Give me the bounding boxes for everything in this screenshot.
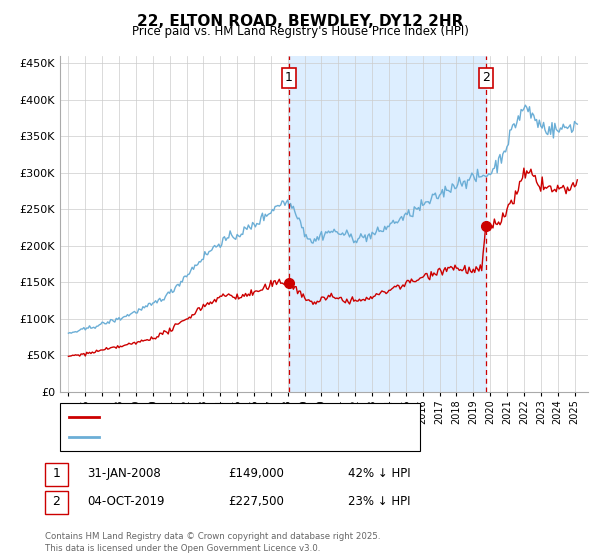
- Text: £227,500: £227,500: [228, 494, 284, 508]
- Text: 22, ELTON ROAD, BEWDLEY, DY12 2HR: 22, ELTON ROAD, BEWDLEY, DY12 2HR: [137, 14, 463, 29]
- Text: £149,000: £149,000: [228, 466, 284, 480]
- Text: 22, ELTON ROAD, BEWDLEY, DY12 2HR (detached house): 22, ELTON ROAD, BEWDLEY, DY12 2HR (detac…: [105, 412, 417, 422]
- Bar: [289, 56, 486, 392]
- Text: 42% ↓ HPI: 42% ↓ HPI: [348, 466, 410, 480]
- Text: 2: 2: [482, 72, 490, 85]
- Text: 23% ↓ HPI: 23% ↓ HPI: [348, 494, 410, 508]
- Text: Price paid vs. HM Land Registry's House Price Index (HPI): Price paid vs. HM Land Registry's House …: [131, 25, 469, 38]
- Text: 04-OCT-2019: 04-OCT-2019: [87, 494, 164, 508]
- Text: 1: 1: [285, 72, 293, 85]
- Text: HPI: Average price, detached house, Wyre Forest: HPI: Average price, detached house, Wyre…: [105, 432, 373, 442]
- Text: Contains HM Land Registry data © Crown copyright and database right 2025.
This d: Contains HM Land Registry data © Crown c…: [45, 533, 380, 553]
- Text: 31-JAN-2008: 31-JAN-2008: [87, 466, 161, 480]
- Text: 2: 2: [52, 494, 61, 508]
- Text: 1: 1: [52, 466, 61, 480]
